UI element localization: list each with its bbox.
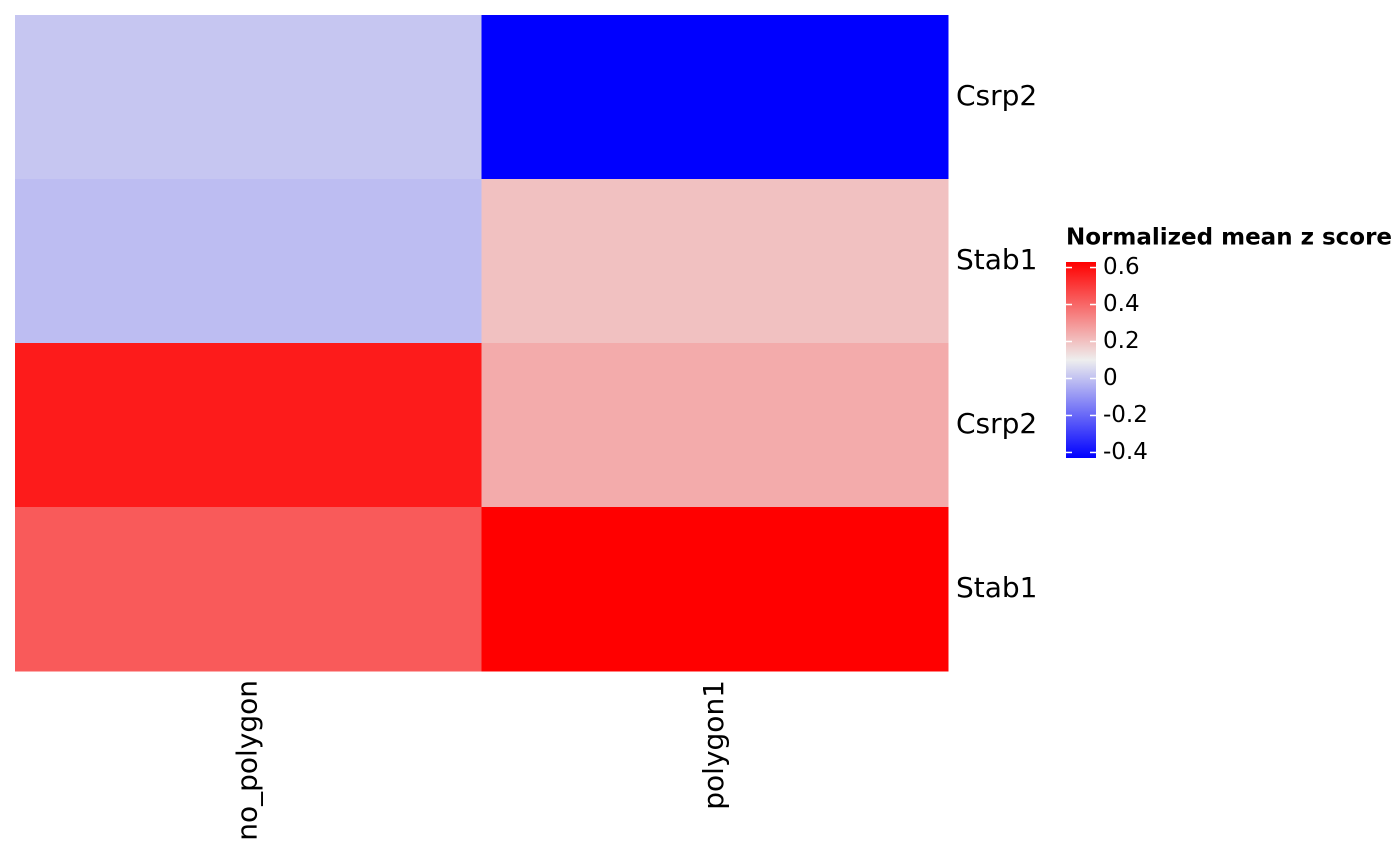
- heatmap-cell: [15, 343, 482, 508]
- color-bar: [1066, 262, 1096, 458]
- row-label: Csrp2: [956, 79, 1037, 112]
- color-tick-label: 0.4: [1103, 291, 1140, 317]
- heatmap-cell: [481, 507, 949, 672]
- heatmap-cell: [15, 179, 482, 344]
- color-tick-label: 0: [1103, 365, 1118, 391]
- color-tick-label: 0.6: [1103, 254, 1140, 280]
- heatmap-cell: [15, 507, 482, 672]
- row-label: Csrp2: [956, 407, 1037, 440]
- color-tick-label: -0.2: [1103, 402, 1148, 428]
- heatmap-cell: [481, 179, 949, 344]
- color-tick-label: -0.4: [1103, 439, 1148, 465]
- color-tick-label: 0.2: [1103, 328, 1140, 354]
- legend-title: Normalized mean z score: [1066, 225, 1392, 251]
- row-label: Stab1: [956, 243, 1038, 276]
- column-label: polygon1: [697, 680, 730, 810]
- heatmap-cell: [481, 343, 949, 508]
- heatmap-cell: [15, 15, 482, 180]
- column-label: no_polygon: [230, 680, 263, 841]
- row-label: Stab1: [956, 571, 1038, 604]
- heatmap-cell: [481, 15, 949, 180]
